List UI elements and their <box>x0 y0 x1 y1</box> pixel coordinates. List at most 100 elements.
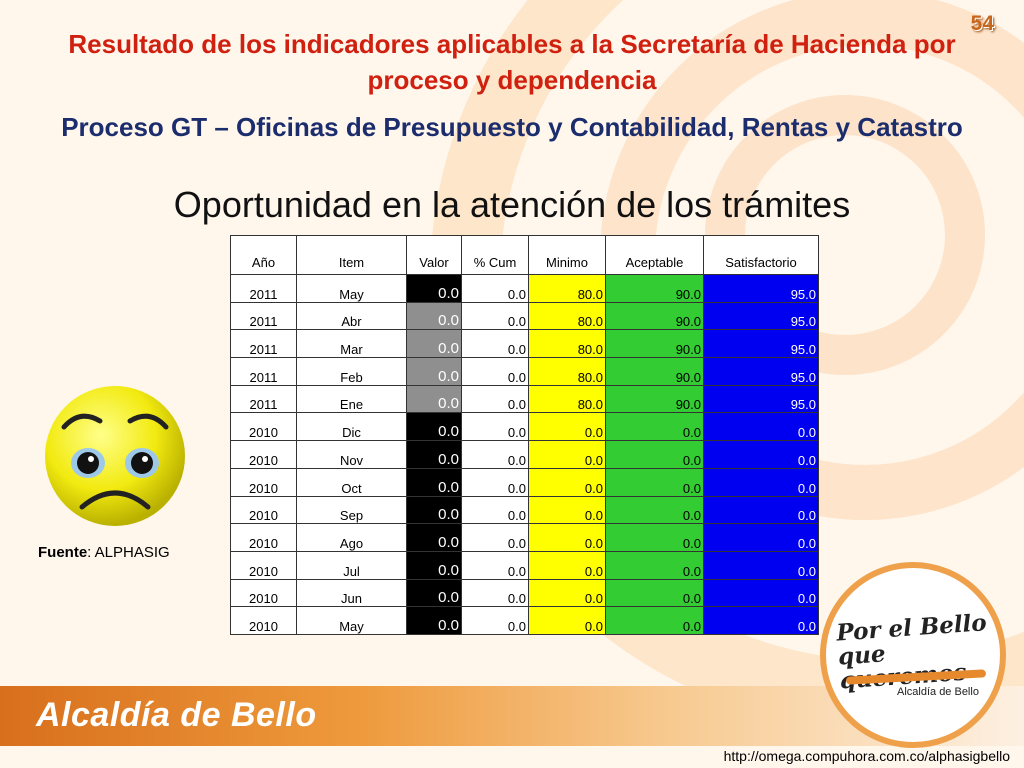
table-row: 2010 Nov 0.0 0.0 0.0 0.0 0.0 <box>230 440 819 469</box>
cell-aceptable: 0.0 <box>605 606 704 635</box>
col-header-satisfactorio: Satisfactorio <box>703 235 819 275</box>
col-header-cum: % Cum <box>461 235 529 275</box>
col-header-ano: Año <box>230 235 297 275</box>
cell-satisfactorio: 0.0 <box>703 578 819 608</box>
cell-valor: 0.0 <box>406 606 462 635</box>
table-body: 2011 May 0.0 0.0 80.0 90.0 95.0 2011 Abr 0.0 0.0 80… <box>230 274 819 635</box>
cell-year: 2010 <box>230 440 297 469</box>
sad-face-icon <box>45 386 185 526</box>
cell-year: 2011 <box>230 357 297 386</box>
cell-aceptable: 0.0 <box>605 440 704 469</box>
cell-satisfactorio: 0.0 <box>703 523 819 552</box>
cell-item: Oct <box>296 467 407 497</box>
cell-minimo: 0.0 <box>528 578 606 608</box>
cell-minimo: 0.0 <box>528 440 606 469</box>
cell-minimo: 0.0 <box>528 523 606 552</box>
cell-minimo: 80.0 <box>528 357 606 386</box>
cell-valor: 0.0 <box>406 357 462 386</box>
source-value: : ALPHASIG <box>87 544 170 561</box>
cell-cum: 0.0 <box>461 467 529 497</box>
cell-satisfactorio: 95.0 <box>703 329 819 359</box>
cell-item: May <box>296 606 407 635</box>
col-header-item: Item <box>296 235 407 275</box>
table-row: 2010 Ago 0.0 0.0 0.0 0.0 0.0 <box>230 523 819 552</box>
cell-cum: 0.0 <box>461 301 529 331</box>
cell-cum: 0.0 <box>461 384 529 414</box>
table-header-row: Año Item Valor % Cum Minimo Aceptable Sa… <box>230 235 819 275</box>
cell-cum: 0.0 <box>461 412 529 442</box>
indicator-title: Oportunidad en la atención de los trámit… <box>173 184 851 225</box>
cell-satisfactorio: 0.0 <box>703 495 819 525</box>
cell-item: Feb <box>296 357 407 386</box>
cell-cum: 0.0 <box>461 495 529 525</box>
cell-valor: 0.0 <box>406 550 462 580</box>
cell-satisfactorio: 95.0 <box>703 357 819 386</box>
cell-satisfactorio: 0.0 <box>703 606 819 635</box>
table-row: 2010 May 0.0 0.0 0.0 0.0 0.0 <box>230 606 819 635</box>
cell-aceptable: 0.0 <box>605 578 704 608</box>
cell-valor: 0.0 <box>406 467 462 497</box>
cell-year: 2010 <box>230 412 297 442</box>
cell-item: Ene <box>296 384 407 414</box>
cell-satisfactorio: 0.0 <box>703 412 819 442</box>
cell-valor: 0.0 <box>406 274 462 303</box>
table-row: 2010 Sep 0.0 0.0 0.0 0.0 0.0 <box>230 495 819 525</box>
cell-satisfactorio: 95.0 <box>703 301 819 331</box>
cell-valor: 0.0 <box>406 412 462 442</box>
cell-year: 2010 <box>230 467 297 497</box>
cell-valor: 0.0 <box>406 301 462 331</box>
cell-aceptable: 90.0 <box>605 301 704 331</box>
cell-item: Jun <box>296 578 407 608</box>
cell-cum: 0.0 <box>461 329 529 359</box>
cell-satisfactorio: 95.0 <box>703 384 819 414</box>
col-header-valor: Valor <box>406 235 462 275</box>
cell-year: 2011 <box>230 384 297 414</box>
cell-minimo: 0.0 <box>528 606 606 635</box>
cell-year: 2011 <box>230 274 297 303</box>
cell-valor: 0.0 <box>406 329 462 359</box>
table-row: 2011 Feb 0.0 0.0 80.0 90.0 95.0 <box>230 357 819 386</box>
source-url[interactable]: http://omega.compuhora.com.co/alphasigbe… <box>723 748 1010 764</box>
cell-aceptable: 90.0 <box>605 384 704 414</box>
cell-satisfactorio: 0.0 <box>703 467 819 497</box>
logo-subtitle: Alcaldía de Bello <box>897 686 979 698</box>
cell-item: Abr <box>296 301 407 331</box>
cell-year: 2010 <box>230 578 297 608</box>
source-label: Fuente <box>38 544 88 561</box>
cell-satisfactorio: 95.0 <box>703 274 819 303</box>
cell-aceptable: 90.0 <box>605 329 704 359</box>
source-note: Fuente: ALPHASIG <box>38 544 170 561</box>
cell-cum: 0.0 <box>461 274 529 303</box>
cell-valor: 0.0 <box>406 578 462 608</box>
cell-item: May <box>296 274 407 303</box>
cell-minimo: 0.0 <box>528 550 606 580</box>
cell-satisfactorio: 0.0 <box>703 440 819 469</box>
cell-aceptable: 90.0 <box>605 357 704 386</box>
cell-valor: 0.0 <box>406 384 462 414</box>
cell-year: 2011 <box>230 329 297 359</box>
cell-year: 2010 <box>230 495 297 525</box>
cell-item: Nov <box>296 440 407 469</box>
cell-aceptable: 0.0 <box>605 495 704 525</box>
col-header-aceptable: Aceptable <box>605 235 704 275</box>
table-row: 2010 Jun 0.0 0.0 0.0 0.0 0.0 <box>230 578 819 608</box>
cell-cum: 0.0 <box>461 606 529 635</box>
cell-minimo: 0.0 <box>528 495 606 525</box>
cell-minimo: 80.0 <box>528 384 606 414</box>
cell-aceptable: 0.0 <box>605 523 704 552</box>
cell-cum: 0.0 <box>461 523 529 552</box>
cell-aceptable: 0.0 <box>605 550 704 580</box>
table-row: 2010 Jul 0.0 0.0 0.0 0.0 0.0 <box>230 550 819 580</box>
col-header-minimo: Minimo <box>528 235 606 275</box>
cell-cum: 0.0 <box>461 357 529 386</box>
cell-item: Ago <box>296 523 407 552</box>
cell-valor: 0.0 <box>406 495 462 525</box>
cell-minimo: 80.0 <box>528 329 606 359</box>
cell-item: Jul <box>296 550 407 580</box>
table-row: 2011 May 0.0 0.0 80.0 90.0 95.0 <box>230 274 819 303</box>
cell-aceptable: 90.0 <box>605 274 704 303</box>
cell-item: Mar <box>296 329 407 359</box>
table-row: 2011 Ene 0.0 0.0 80.0 90.0 95.0 <box>230 384 819 414</box>
table-row: 2011 Abr 0.0 0.0 80.0 90.0 95.0 <box>230 301 819 331</box>
cell-year: 2010 <box>230 550 297 580</box>
